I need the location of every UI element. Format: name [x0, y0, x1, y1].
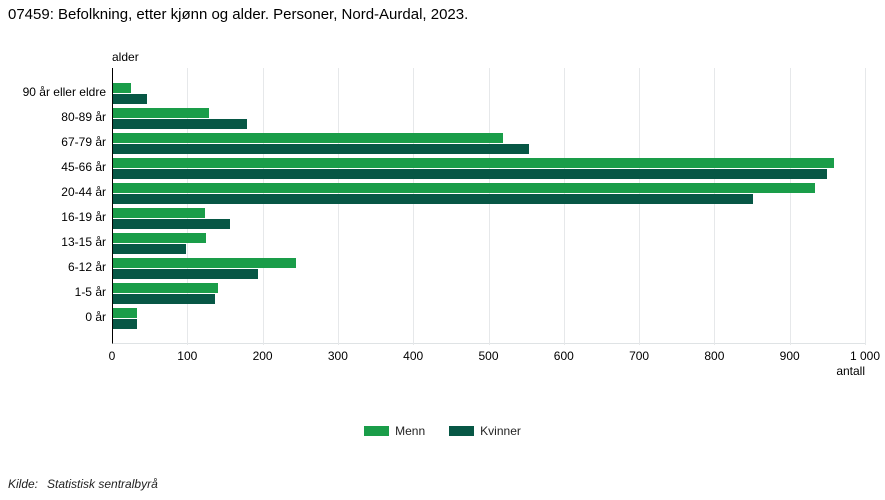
- y-axis-label: 20-44 år: [61, 185, 106, 199]
- bar-menn-8[interactable]: [113, 257, 296, 268]
- bar-menn-7[interactable]: [113, 232, 206, 243]
- bar-menn-1[interactable]: [113, 82, 132, 93]
- gridline: [337, 68, 339, 345]
- x-axis-tick-label: 300: [327, 349, 348, 363]
- gridline: [488, 68, 490, 345]
- x-axis-tick-label: 200: [252, 349, 273, 363]
- x-axis-tick-label: 900: [779, 349, 800, 363]
- legend: Menn Kvinner: [0, 424, 885, 438]
- gridline: [187, 68, 189, 345]
- bar-menn-4[interactable]: [113, 157, 835, 168]
- bar-kvinner-8[interactable]: [113, 268, 258, 279]
- bar-kvinner-5[interactable]: [113, 193, 754, 204]
- y-axis-label: 45-66 år: [61, 160, 106, 174]
- gridline: [789, 68, 791, 345]
- y-axis-label: 1-5 år: [74, 285, 106, 299]
- source-note: Kilde: Statistisk sentralbyrå: [8, 477, 158, 491]
- y-axis-label: 80-89 år: [61, 110, 106, 124]
- gridline: [714, 68, 716, 345]
- x-axis-tick-label: 0: [108, 349, 116, 363]
- source-label: Kilde:: [8, 477, 39, 491]
- y-axis-label: 6-12 år: [67, 260, 106, 274]
- gridline: [413, 68, 415, 345]
- y-axis-title: alder: [112, 50, 139, 64]
- x-axis-tick-label: 1 000: [849, 349, 881, 363]
- bar-menn-3[interactable]: [113, 132, 504, 143]
- x-axis-tick-label: 800: [704, 349, 725, 363]
- source-text: Statistisk sentralbyrå: [47, 477, 158, 491]
- gridline: [865, 68, 866, 345]
- legend-swatch-menn: [364, 426, 390, 436]
- x-axis-tick-label: 600: [553, 349, 574, 363]
- chart-title: 07459: Befolkning, etter kjønn og alder.…: [8, 6, 469, 23]
- legend-item-kvinner[interactable]: Kvinner: [449, 424, 521, 438]
- bar-kvinner-2[interactable]: [113, 118, 248, 129]
- bar-menn-10[interactable]: [113, 307, 138, 318]
- y-axis-label: 0 år: [85, 310, 106, 324]
- legend-item-menn[interactable]: Menn: [364, 424, 425, 438]
- bar-kvinner-4[interactable]: [113, 168, 827, 179]
- bar-kvinner-3[interactable]: [113, 143, 530, 154]
- x-axis-tick-label: 500: [478, 349, 499, 363]
- bar-menn-2[interactable]: [113, 107, 210, 118]
- y-axis-label: 90 år eller eldre: [22, 85, 106, 99]
- legend-label-menn: Menn: [395, 424, 426, 438]
- gridline: [639, 68, 641, 345]
- bar-menn-5[interactable]: [113, 182, 815, 193]
- bar-kvinner-1[interactable]: [113, 93, 147, 104]
- x-axis-tick-label: 100: [177, 349, 198, 363]
- x-axis-tick-label: 700: [629, 349, 650, 363]
- bar-menn-9[interactable]: [113, 282, 218, 293]
- gridline: [563, 68, 565, 345]
- legend-swatch-kvinner: [449, 426, 475, 436]
- plot-area: [112, 68, 866, 345]
- gridline: [262, 68, 264, 345]
- bar-menn-6[interactable]: [113, 207, 205, 218]
- x-axis-tick-label: 400: [403, 349, 424, 363]
- x-axis-unit-label: antall: [836, 364, 865, 378]
- bar-kvinner-7[interactable]: [113, 243, 187, 254]
- bar-kvinner-9[interactable]: [113, 293, 216, 304]
- legend-label-kvinner: Kvinner: [480, 424, 521, 438]
- y-axis-label: 16-19 år: [61, 210, 106, 224]
- bar-kvinner-10[interactable]: [113, 318, 138, 329]
- y-axis-label: 13-15 år: [61, 235, 106, 249]
- bar-kvinner-6[interactable]: [113, 218, 230, 229]
- y-axis-label: 67-79 år: [61, 135, 106, 149]
